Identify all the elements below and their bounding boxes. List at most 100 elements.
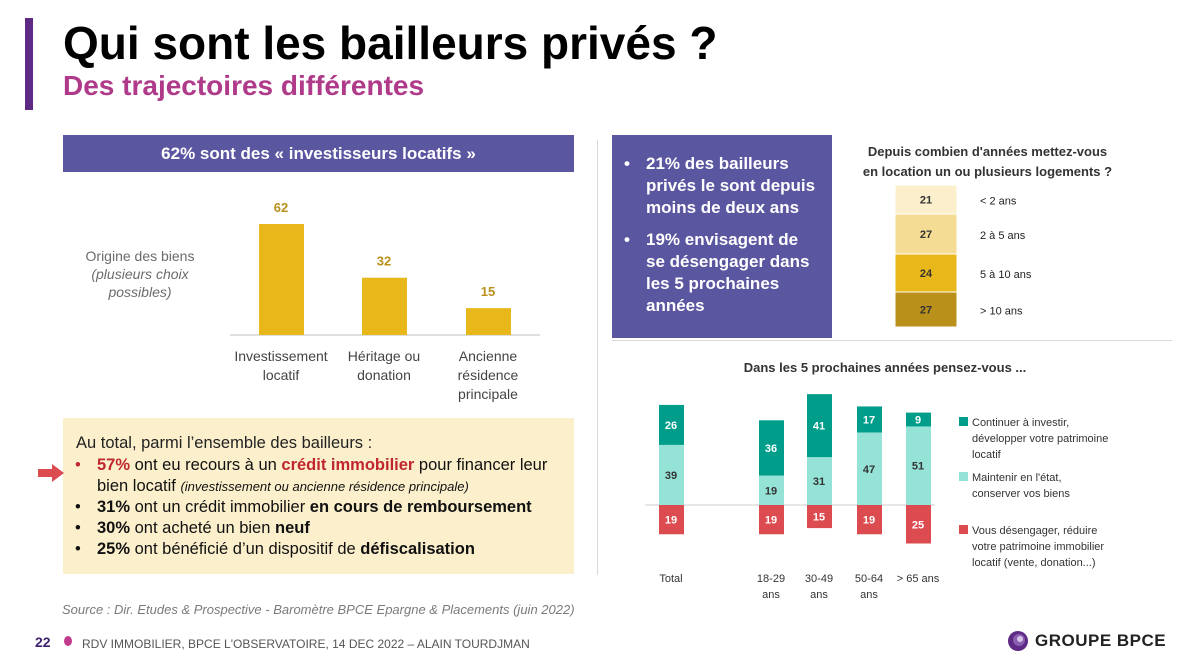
data-label: 15 [813, 512, 825, 524]
origin-label: Origine des biens (plusieurs choix possi… [60, 247, 220, 301]
tick-label: principale [458, 386, 518, 402]
tick-label: ans [762, 589, 780, 601]
stack-segment [906, 505, 931, 544]
legend-swatch [959, 417, 968, 426]
origin-note-2: possibles) [108, 284, 172, 300]
data-label: 25 [912, 519, 924, 531]
summary-item-repayment: 31% ont un crédit immobilier en cours de… [75, 497, 574, 518]
stack-segment [894, 253, 958, 293]
key-fact: 19% envisagent de se désengager dans les… [624, 229, 818, 317]
bar [466, 308, 511, 335]
title-accent-bar [25, 18, 33, 110]
key-fact: 21% des bailleurs privés le sont depuis … [624, 153, 818, 219]
segment-label: > 10 ans [980, 306, 1023, 318]
summary-item-tax: 25% ont bénéficié d’un dispositif de déf… [75, 539, 574, 560]
data-label: 47 [863, 464, 875, 476]
bpce-logo-icon [1008, 631, 1028, 651]
legend-label: Vous désengager, réduire [972, 525, 1097, 537]
tick-label: locatif [263, 367, 300, 383]
segment-label: 2 à 5 ans [980, 230, 1026, 242]
data-label: 19 [765, 515, 777, 527]
legend-swatch [959, 525, 968, 534]
data-label: 19 [765, 485, 777, 497]
stack-segment [659, 505, 684, 535]
stack-segment [857, 432, 882, 505]
tick-label: ans [860, 589, 878, 601]
duration-title-line: Depuis combien d'années mettez-vous [867, 144, 1108, 159]
divider-horizontal [612, 340, 1172, 341]
stack-segment [759, 505, 784, 535]
page-number: 22 [35, 634, 51, 650]
page-subtitle: Des trajectoires différentes [63, 70, 425, 101]
tick-label: 18-29 [757, 573, 785, 585]
footer-text: RDV IMMOBILIER, BPCE L'OBSERVATOIRE, 14 … [82, 637, 530, 651]
tick-label: Héritage ou [348, 348, 420, 364]
legend-label: Maintenir en l'état, [972, 472, 1062, 484]
data-label: 51 [912, 461, 924, 473]
stack-segment [759, 475, 784, 505]
legend-label: développer votre patrimoine [972, 433, 1108, 445]
page-title: Qui sont les bailleurs privés ? [63, 17, 718, 69]
stack-segment [857, 505, 882, 535]
data-label: 19 [863, 515, 875, 527]
data-label: 27 [920, 229, 932, 241]
stack-segment [759, 420, 784, 476]
tick-label: donation [357, 367, 411, 383]
stack-segment [894, 291, 958, 328]
brand-logo: GROUPE BPCE [1007, 630, 1166, 652]
key-facts-box: 21% des bailleurs privés le sont depuis … [612, 135, 832, 338]
stack-segment [894, 213, 958, 255]
origin-title: Origine des biens [85, 248, 195, 264]
stack-segment [807, 457, 832, 505]
divider-vertical [597, 140, 598, 575]
data-label: 41 [813, 421, 825, 433]
stack-segment [659, 404, 684, 445]
legend-label: votre patrimoine immobilier [972, 541, 1104, 553]
tick-label: résidence [458, 367, 519, 383]
tick-label: ans [810, 589, 828, 601]
bullet-dot [64, 636, 72, 646]
data-label: 17 [863, 415, 875, 427]
arrow-right-icon [38, 464, 64, 482]
data-label: 27 [920, 305, 932, 317]
legend-label: Continuer à investir, [972, 417, 1069, 429]
data-label: 36 [765, 443, 777, 455]
data-label: 19 [665, 515, 677, 527]
logo-text: GROUPE BPCE [1035, 631, 1167, 650]
stack-segment [807, 505, 832, 529]
data-label: 9 [915, 415, 921, 427]
data-label: 32 [377, 254, 391, 269]
legend-swatch [959, 472, 968, 481]
stack-segment [659, 444, 684, 505]
segment-label: 5 à 10 ans [980, 269, 1032, 281]
stack-segment [906, 426, 931, 505]
stack-segment [857, 406, 882, 433]
legend-label: locatif [972, 449, 1002, 461]
origin-note-1: (plusieurs choix [91, 266, 189, 282]
data-label: 15 [481, 284, 495, 299]
data-label: 62 [274, 200, 288, 215]
legend-label: conserver vos biens [972, 488, 1070, 500]
investor-banner: 62% sont des « investisseurs locatifs » [63, 135, 574, 172]
summary-box: Au total, parmi l’ensemble des bailleurs… [63, 418, 574, 574]
segment-label: < 2 ans [980, 196, 1017, 208]
data-label: 21 [920, 195, 932, 207]
tick-label: > 65 ans [897, 573, 940, 585]
tick-label: Investissement [234, 348, 327, 364]
summary-item-new: 30% ont acheté un bien neuf [75, 518, 574, 539]
source-note: Source : Dir. Etudes & Prospective - Bar… [62, 602, 575, 617]
tick-label: 50-64 [855, 573, 883, 585]
stack-segment [906, 412, 931, 427]
tick-label: Ancienne [459, 348, 518, 364]
bar [362, 277, 407, 335]
summary-item-credit: 57% ont eu recours à un crédit immobilie… [75, 455, 574, 497]
tick-label: Total [659, 573, 682, 585]
bar [259, 224, 304, 335]
data-label: 24 [920, 268, 933, 280]
summary-heading: Au total, parmi l’ensemble des bailleurs… [76, 434, 373, 452]
stack-segment [807, 394, 832, 458]
duration-title-line: en location un ou plusieurs logements ? [862, 164, 1113, 179]
legend-label: locatif (vente, donation...) [972, 557, 1096, 569]
